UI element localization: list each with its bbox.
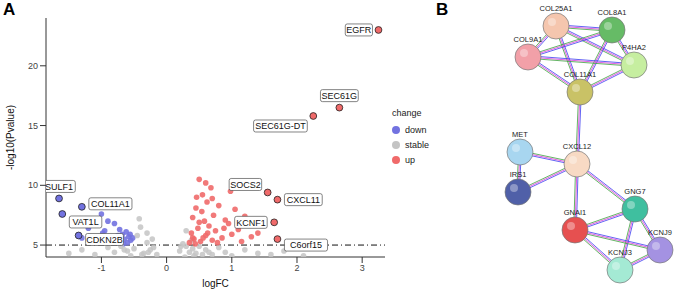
html-text:down: down [405, 124, 427, 135]
svg-text:logFC: logFC [202, 278, 229, 289]
svg-text:SULF1: SULF1 [46, 182, 73, 192]
svg-text:EGFR: EGFR [346, 25, 372, 35]
svg-text:KCNJ9: KCNJ9 [648, 228, 672, 237]
svg-text:COL11A1: COL11A1 [564, 70, 596, 79]
svg-text:SEC61G-DT: SEC61G-DT [255, 121, 306, 131]
svg-text:1: 1 [229, 263, 234, 273]
svg-text:KCNJ3: KCNJ3 [608, 248, 632, 257]
svg-text:SOCS2: SOCS2 [230, 180, 261, 190]
svg-text:20: 20 [28, 61, 38, 71]
svg-text:GNAI1: GNAI1 [564, 208, 587, 217]
html-text:A: A [3, 0, 16, 19]
svg-text:IRS1: IRS1 [510, 170, 527, 179]
svg-text:COL8A1: COL8A1 [598, 8, 627, 17]
html-text:stable: stable [405, 139, 429, 150]
svg-text:C6orf15: C6orf15 [290, 240, 322, 250]
svg-text:VAT1L: VAT1L [72, 217, 98, 227]
svg-text:CXCL12: CXCL12 [563, 142, 591, 151]
svg-text:5: 5 [33, 240, 38, 250]
svg-text:COL9A1: COL9A1 [514, 35, 543, 44]
svg-text:2: 2 [294, 263, 299, 273]
svg-text:COL25A1: COL25A1 [540, 4, 573, 13]
html-text:up: up [405, 154, 415, 165]
svg-text:P4HA2: P4HA2 [622, 43, 646, 52]
svg-text:15: 15 [28, 121, 38, 131]
svg-text:MET: MET [512, 130, 528, 139]
svg-text:GNG7: GNG7 [624, 187, 645, 196]
svg-text:CXCL11: CXCL11 [287, 195, 320, 205]
svg-text:10: 10 [28, 180, 38, 190]
svg-text:KCNF1: KCNF1 [236, 218, 266, 228]
svg-text:-1: -1 [97, 263, 105, 273]
svg-text:-log10(Pvalue): -log10(Pvalue) [5, 105, 16, 170]
svg-text:COL11A1: COL11A1 [91, 199, 130, 209]
html-text:B: B [436, 0, 449, 19]
html-text:change: change [392, 108, 422, 118]
svg-text:0: 0 [164, 263, 169, 273]
svg-text:SEC61G: SEC61G [322, 91, 358, 101]
svg-text:CDKN2B: CDKN2B [86, 235, 123, 245]
svg-text:3: 3 [360, 263, 365, 273]
